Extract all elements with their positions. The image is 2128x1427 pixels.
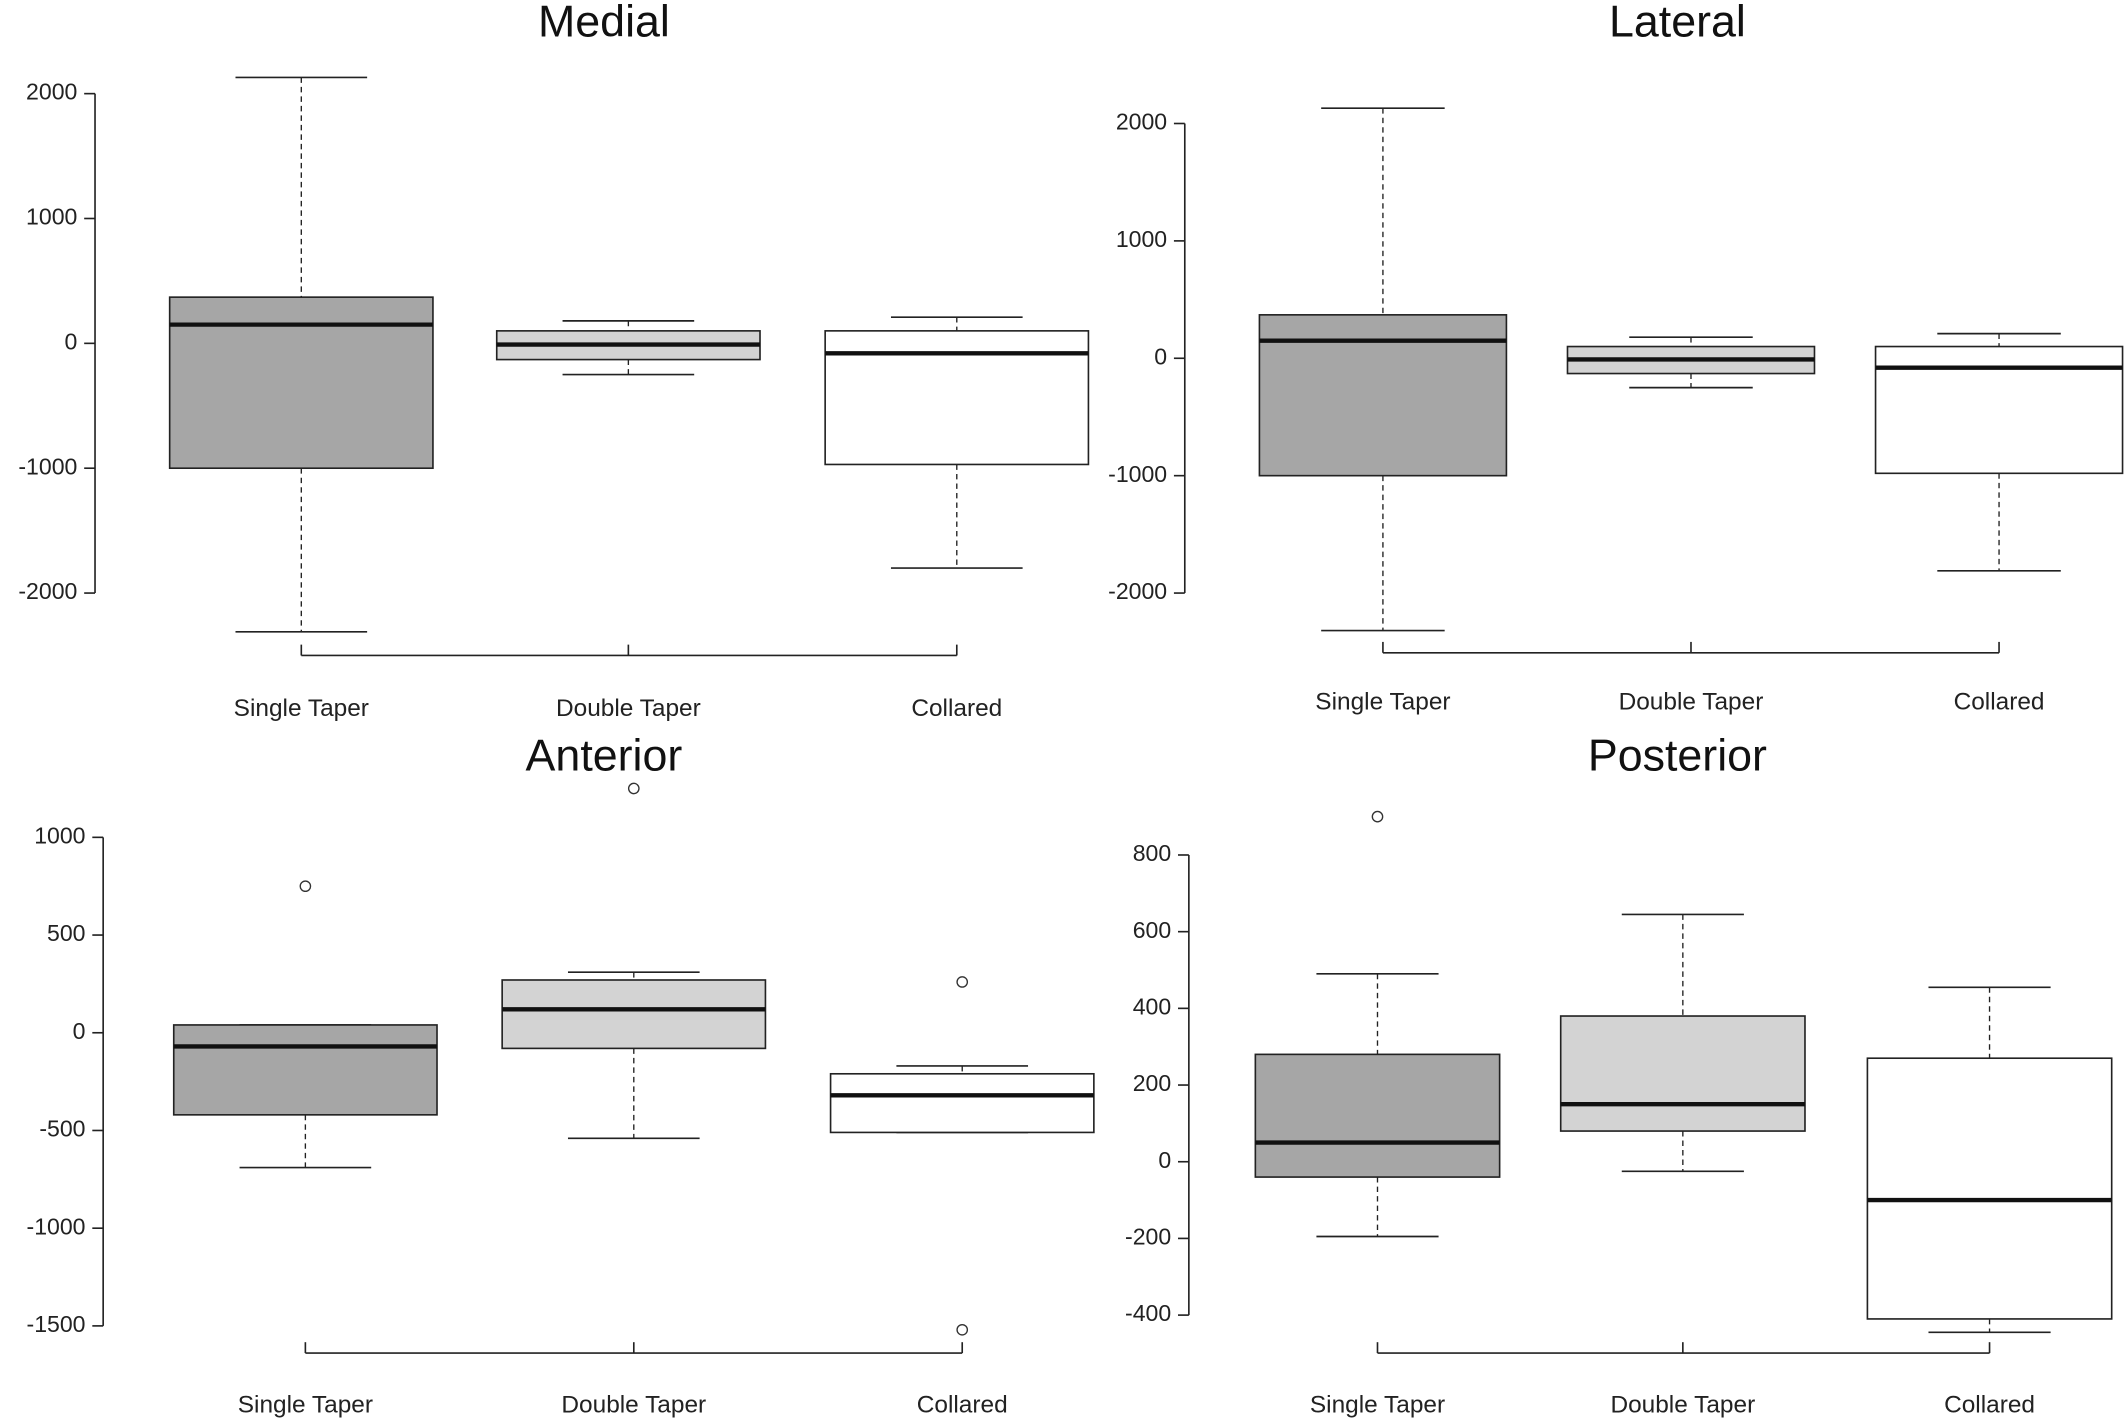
x-tick-label: Single Taper bbox=[234, 695, 369, 722]
y-tick-label: -2000 bbox=[1108, 578, 1167, 604]
box bbox=[1254, 1053, 1501, 1178]
x-tick-label: Single Taper bbox=[1315, 688, 1450, 715]
outlier bbox=[956, 1323, 969, 1336]
x-tick-label: Single Taper bbox=[1310, 1391, 1445, 1418]
y-tick-label: -200 bbox=[1125, 1224, 1171, 1250]
box bbox=[501, 979, 767, 1050]
box bbox=[829, 1072, 1095, 1134]
y-tick-label: 0 bbox=[1158, 1147, 1171, 1173]
y-tick-label: 1000 bbox=[26, 204, 77, 230]
x-tick-label: Single Taper bbox=[238, 1391, 373, 1418]
x-tick-label: Double Taper bbox=[556, 695, 701, 722]
y-tick-label: -500 bbox=[39, 1116, 85, 1142]
panel-title: Posterior bbox=[1588, 730, 1767, 780]
x-tick-label: Collared bbox=[1954, 688, 2045, 715]
x-tick-label: Double Taper bbox=[1619, 688, 1764, 715]
box bbox=[172, 1024, 438, 1116]
panel-title: Anterior bbox=[526, 730, 683, 780]
y-tick-label: 400 bbox=[1133, 993, 1171, 1019]
y-tick-label: -1000 bbox=[27, 1213, 86, 1239]
y-tick-label: -1500 bbox=[27, 1311, 86, 1337]
x-tick-label: Collared bbox=[911, 695, 1002, 722]
y-tick-label: 500 bbox=[47, 920, 85, 946]
x-tick-label: Double Taper bbox=[1610, 1391, 1755, 1418]
y-tick-label: -1000 bbox=[18, 453, 77, 479]
y-tick-label: -1000 bbox=[1108, 461, 1167, 487]
panel-title: Lateral bbox=[1609, 0, 1746, 46]
outlier bbox=[299, 880, 312, 893]
y-tick-label: 0 bbox=[65, 328, 78, 354]
y-tick-label: 200 bbox=[1133, 1070, 1171, 1096]
y-tick-label: 1000 bbox=[1116, 226, 1167, 252]
y-tick-label: 600 bbox=[1133, 917, 1171, 943]
y-tick-label: -2000 bbox=[18, 578, 77, 604]
outlier bbox=[1371, 810, 1384, 823]
box bbox=[1559, 1015, 1806, 1132]
y-tick-label: 2000 bbox=[26, 79, 77, 105]
y-tick-label: 0 bbox=[73, 1018, 86, 1044]
outlier bbox=[627, 782, 640, 795]
panel-title: Medial bbox=[538, 0, 670, 46]
x-tick-label: Double Taper bbox=[561, 1391, 706, 1418]
x-tick-label: Collared bbox=[1944, 1391, 2035, 1418]
x-tick-label: Collared bbox=[917, 1391, 1008, 1418]
box bbox=[1866, 1057, 2113, 1320]
y-tick-label: 800 bbox=[1133, 840, 1171, 866]
y-tick-label: 2000 bbox=[1116, 109, 1167, 135]
box bbox=[824, 330, 1090, 466]
y-tick-label: -400 bbox=[1125, 1300, 1171, 1326]
y-tick-label: 1000 bbox=[34, 822, 85, 848]
y-tick-label: 0 bbox=[1154, 343, 1167, 369]
outlier bbox=[956, 976, 969, 988]
